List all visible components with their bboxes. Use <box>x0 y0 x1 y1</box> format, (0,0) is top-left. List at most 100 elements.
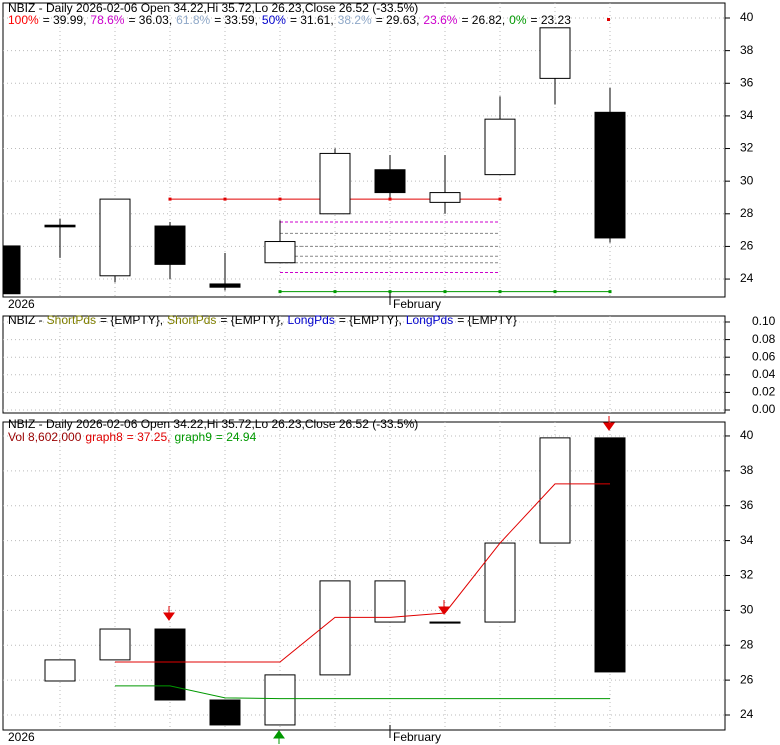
y-tick-label: 34 <box>740 108 754 122</box>
floating-bar <box>44 659 76 682</box>
legend-name: 23.6% <box>423 13 457 27</box>
y-tick-label: 26 <box>740 672 754 686</box>
floating-bar <box>209 699 241 726</box>
x-tick-label: February <box>393 730 441 744</box>
legend-name: 38.2% <box>338 13 372 27</box>
buy-arrow <box>273 730 285 744</box>
candle-body <box>539 27 571 79</box>
legend-value: = 31.61, <box>290 13 334 27</box>
legend-name: ShortPds <box>167 313 216 327</box>
chart-title: NBIZ - Daily 2026-02-06 Open 34.22,Hi 35… <box>8 417 418 431</box>
legend-name: 61.8% <box>176 13 210 27</box>
floating-bar <box>99 628 131 661</box>
y-tick-label: 0.08 <box>752 332 776 346</box>
y-tick-label: 0.02 <box>752 385 776 399</box>
floating-bar <box>539 437 571 544</box>
y-tick-label: 0.06 <box>752 349 776 363</box>
plot-area <box>44 437 626 726</box>
y-tick-label: 40 <box>740 428 754 442</box>
floating-bar <box>594 437 626 673</box>
legend: Vol 8,602,000 graph8 = 37.25, graph9 = 24.94 <box>8 430 257 444</box>
legend-value: = 29.63, <box>376 13 420 27</box>
level-marker <box>608 290 612 294</box>
candle-body <box>484 118 516 176</box>
series-line <box>115 685 610 700</box>
level-marker <box>333 290 337 294</box>
legend-name: 0% <box>509 13 527 27</box>
floating-bar <box>374 580 406 623</box>
y-tick-label: 32 <box>740 141 754 155</box>
legend-name: graph8 <box>85 430 123 444</box>
x-tick-label: 2026 <box>8 730 35 744</box>
level-marker <box>388 290 392 294</box>
legend-value: = 24.94 <box>216 430 257 444</box>
floating-bar <box>319 580 351 676</box>
sell-arrow <box>163 606 175 621</box>
candle-body <box>44 224 76 228</box>
level-marker <box>223 197 227 201</box>
legend: 100% = 39.99, 78.6% = 36.03, 61.8% = 33.59, 50… <box>8 13 571 27</box>
sell-arrow <box>438 600 450 615</box>
level-marker <box>388 197 392 201</box>
legend-prefix: NBIZ - <box>8 313 43 327</box>
floating-bar <box>484 542 516 623</box>
legend-name: graph9 <box>175 430 213 444</box>
level-marker <box>278 290 282 294</box>
x-tick-label: 2026 <box>8 297 35 311</box>
panel: 24 26 28 30 32 34 36 38 40 2026 February NBIZ - Dai… <box>2 417 754 744</box>
candle-body <box>319 152 351 215</box>
floating-bar <box>264 674 296 726</box>
legend-value: = {EMPTY}, <box>100 313 163 327</box>
level-dot <box>607 18 610 21</box>
chart-title: NBIZ - Daily 2026-02-06 Open 34.22,Hi 35… <box>8 1 418 15</box>
y-tick-label: 0.10 <box>752 314 776 328</box>
legend-value: = 37.25, <box>127 430 171 444</box>
level-marker <box>498 197 502 201</box>
legend-name: ShortPds <box>47 313 96 327</box>
candle-body <box>594 111 626 239</box>
y-tick-label: 30 <box>740 603 754 617</box>
signal-arrows <box>163 18 615 744</box>
level-marker <box>278 197 282 201</box>
legend-value: = 23.23 <box>531 13 572 27</box>
legend-value: = 26.82, <box>461 13 505 27</box>
sell-arrow <box>603 416 615 431</box>
legend-value: = {EMPTY}, <box>339 313 402 327</box>
legend-value: = 33.59, <box>214 13 258 27</box>
y-tick-label: 38 <box>740 43 754 57</box>
y-tick-label: 40 <box>740 10 754 24</box>
floating-bar <box>154 628 186 701</box>
legend: NBIZ - ShortPds = {EMPTY}, ShortPds = {EMPTY… <box>8 313 517 327</box>
panel: 24 26 28 30 32 34 36 38 40 2026 February NBIZ - Dai… <box>2 1 754 311</box>
y-tick-label: 0.04 <box>752 367 776 381</box>
level-marker <box>498 290 502 294</box>
y-tick-label: 34 <box>740 533 754 547</box>
candle-body <box>99 198 131 277</box>
x-tick-label: February <box>393 297 441 311</box>
volume-text: Vol 8,602,000 <box>8 430 82 444</box>
plot-frame <box>2 315 726 414</box>
legend-name: 78.6% <box>90 13 124 27</box>
y-tick-label: 28 <box>740 637 754 651</box>
candle-body <box>3 245 21 295</box>
y-tick-label: 36 <box>740 498 754 512</box>
plot-area <box>3 27 626 295</box>
candle-body <box>209 283 241 288</box>
y-tick-label: 28 <box>740 206 754 220</box>
level-marker <box>168 197 172 201</box>
legend-name: 100% <box>8 13 39 27</box>
panel: 0.00 0.02 0.04 0.06 0.08 0.10 NBIZ - ShortPds = … <box>2 313 776 416</box>
candle-body <box>264 241 296 264</box>
series-line <box>115 483 610 663</box>
legend-name: LongPds <box>287 313 334 327</box>
y-tick-label: 24 <box>740 707 754 721</box>
level-marker <box>443 290 447 294</box>
legend-name: 50% <box>262 13 286 27</box>
legend-value: = 39.99, <box>43 13 87 27</box>
legend-name: LongPds <box>406 313 453 327</box>
level-marker <box>553 290 557 294</box>
y-tick-label: 32 <box>740 568 754 582</box>
candle-body <box>154 225 186 265</box>
y-tick-label: 38 <box>740 463 754 477</box>
